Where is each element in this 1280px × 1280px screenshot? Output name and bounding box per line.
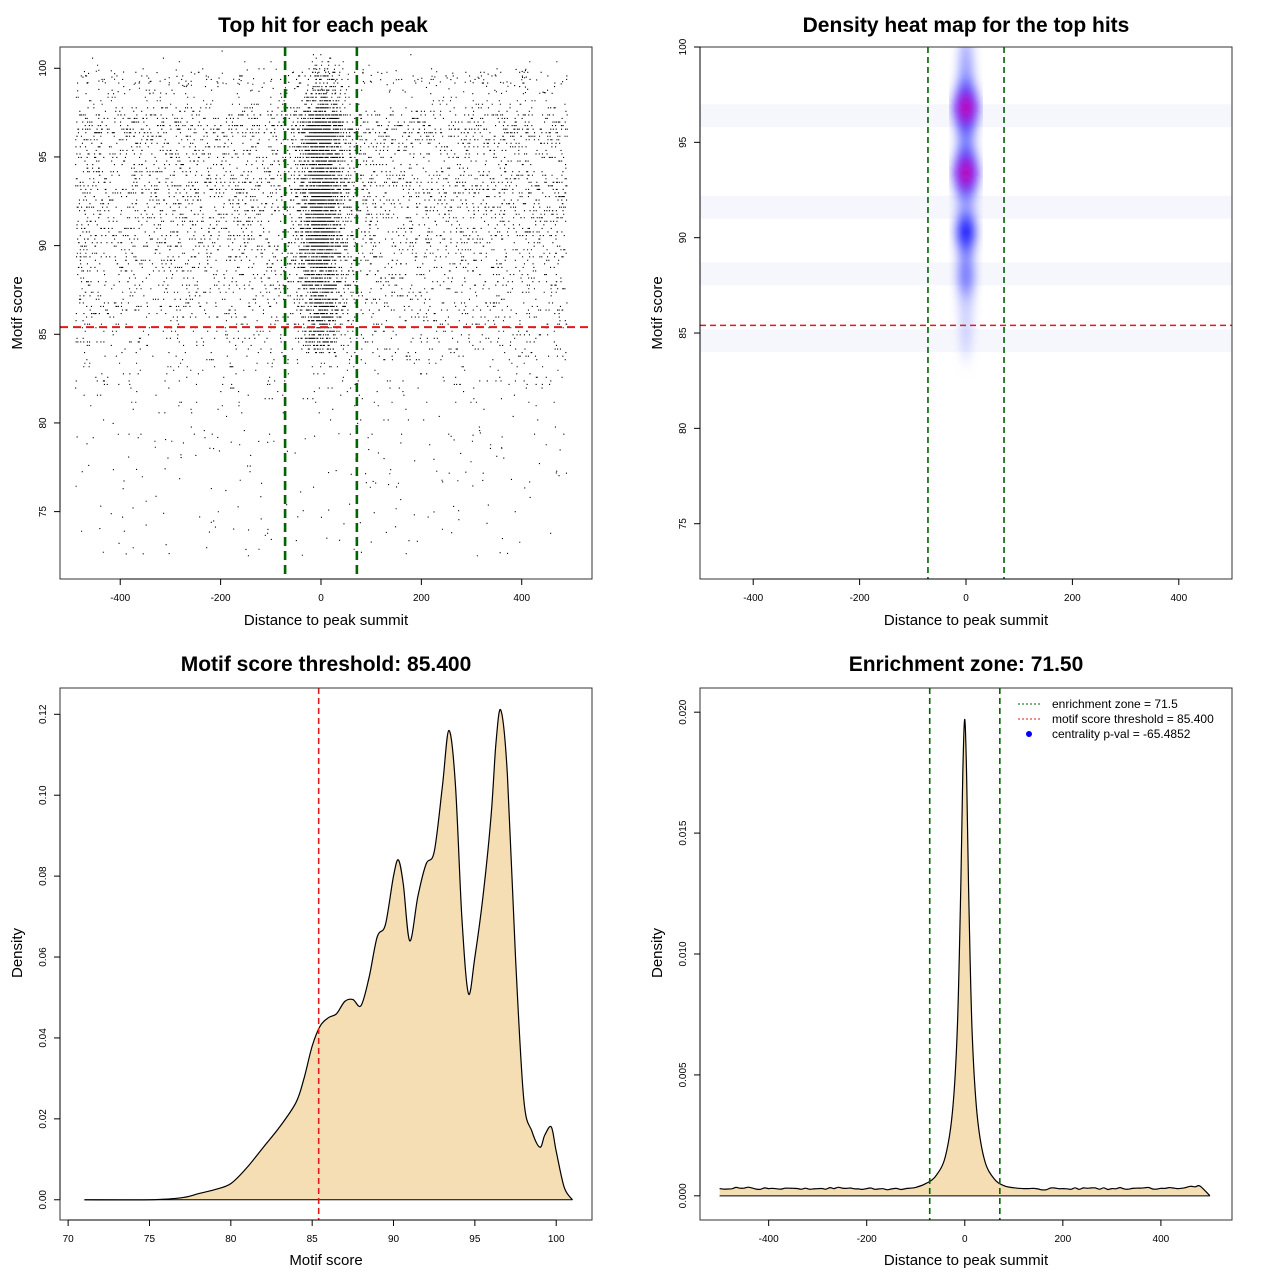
y-tick-label: 0.000 bbox=[678, 1183, 689, 1208]
axes: -400 -200 0 200 400 0.000 0.005 0.010 0.015 0.020 bbox=[678, 699, 1170, 1245]
chart-title: Motif score threshold: 85.400 bbox=[181, 653, 472, 676]
density-hotspot bbox=[958, 255, 974, 296]
axes: -400 -200 0 200 400 75 80 85 90 95 100 bbox=[678, 38, 1188, 604]
density-area bbox=[719, 719, 1210, 1196]
y-tick-label: 80 bbox=[678, 422, 689, 434]
density-plot bbox=[84, 688, 573, 1220]
x-tick-label: -400 bbox=[110, 593, 130, 604]
y-tick-label: 85 bbox=[678, 327, 689, 339]
x-axis-label: Distance to peak summit bbox=[244, 612, 409, 629]
x-tick-label: 0 bbox=[318, 593, 324, 604]
panel-density-heatmap: Density heat map for the top hits -400 -2… bbox=[649, 14, 1233, 629]
x-axis-label: Distance to peak summit bbox=[884, 1252, 1049, 1269]
scatter-point-set bbox=[75, 50, 568, 557]
y-tick-label: 0.04 bbox=[38, 1028, 49, 1048]
y-tick-label: 0.00 bbox=[38, 1190, 49, 1210]
y-tick-label: 95 bbox=[38, 151, 49, 163]
x-tick-label: 95 bbox=[469, 1234, 481, 1245]
x-tick-label: 400 bbox=[1153, 1234, 1170, 1245]
legend-entry: centrality p-val = -65.4852 bbox=[1052, 727, 1191, 741]
x-tick-label: 400 bbox=[513, 593, 530, 604]
scatter-points bbox=[75, 50, 568, 557]
density-peak bbox=[961, 98, 971, 119]
y-tick-label: 100 bbox=[678, 38, 689, 55]
y-tick-label: 0.02 bbox=[38, 1109, 49, 1129]
y-tick-label: 90 bbox=[678, 232, 689, 244]
y-axis-label: Density bbox=[9, 927, 26, 978]
x-tick-label: 85 bbox=[307, 1234, 319, 1245]
x-axis-label: Motif score bbox=[289, 1252, 362, 1269]
y-tick-label: 100 bbox=[38, 60, 49, 77]
y-tick-label: 0.12 bbox=[38, 704, 49, 724]
x-tick-label: 70 bbox=[63, 1234, 75, 1245]
density-curve bbox=[84, 708, 573, 1201]
y-axis: 0.000 0.005 0.010 0.015 0.020 bbox=[678, 699, 701, 1208]
density-peak bbox=[961, 162, 971, 183]
x-tick-label: 200 bbox=[1064, 593, 1081, 604]
chart-title: Top hit for each peak bbox=[218, 14, 428, 37]
y-tick-label: 80 bbox=[38, 417, 49, 429]
x-axis: 70 75 80 85 90 95 100 bbox=[63, 1219, 565, 1245]
legend-swatch-pval bbox=[1026, 731, 1032, 737]
y-axis-label: Motif score bbox=[9, 276, 26, 349]
y-tick-label: 95 bbox=[678, 136, 689, 148]
x-tick-label: 100 bbox=[548, 1234, 565, 1245]
density-hotspot bbox=[956, 209, 976, 254]
x-tick-label: -400 bbox=[759, 1234, 779, 1245]
reference-lines bbox=[700, 47, 1232, 579]
y-tick-label: 0.015 bbox=[678, 820, 689, 845]
y-tick-label: 85 bbox=[38, 328, 49, 340]
y-tick-label: 0.10 bbox=[38, 785, 49, 805]
x-tick-label: 0 bbox=[963, 593, 969, 604]
y-tick-label: 75 bbox=[38, 506, 49, 518]
axes: -400 -200 0 200 400 75 80 85 90 95 100 bbox=[38, 60, 531, 604]
y-tick-label: 75 bbox=[678, 518, 689, 530]
panel-distance-density: Enrichment zone: 71.50 -400 -200 0 200 400 0.… bbox=[649, 653, 1233, 1269]
y-axis-label: Density bbox=[649, 927, 666, 978]
legend: enrichment zone = 71.5 motif score thres… bbox=[1018, 697, 1214, 741]
x-axis: -400 -200 0 200 400 bbox=[110, 578, 531, 604]
legend-entry: enrichment zone = 71.5 bbox=[1052, 697, 1178, 711]
x-tick-label: -200 bbox=[850, 593, 870, 604]
x-tick-label: 0 bbox=[962, 1234, 968, 1245]
x-axis-label: Distance to peak summit bbox=[884, 612, 1049, 629]
density-area bbox=[84, 709, 573, 1200]
legend-entry: motif score threshold = 85.400 bbox=[1052, 712, 1214, 726]
y-tick-label: 0.06 bbox=[38, 947, 49, 967]
y-axis: 0.00 0.02 0.04 0.06 0.08 0.10 0.12 bbox=[38, 704, 61, 1210]
density-plot bbox=[719, 688, 1211, 1220]
chart-title: Density heat map for the top hits bbox=[803, 14, 1130, 37]
x-axis: -400 -200 0 200 400 bbox=[759, 1219, 1170, 1245]
heatmap-density bbox=[700, 47, 1232, 579]
y-axis: 75 80 85 90 95 100 bbox=[38, 60, 61, 518]
x-tick-label: 90 bbox=[388, 1234, 400, 1245]
x-tick-label: 75 bbox=[144, 1234, 156, 1245]
chart-title: Enrichment zone: 71.50 bbox=[849, 653, 1084, 676]
x-axis: -400 -200 0 200 400 bbox=[743, 578, 1188, 604]
y-tick-label: 90 bbox=[38, 240, 49, 252]
axes: 70 75 80 85 90 95 1000.000.020.040.060.080.100… bbox=[38, 704, 565, 1245]
y-tick-label: 0.020 bbox=[678, 699, 689, 724]
y-tick-label: 0.010 bbox=[678, 941, 689, 966]
y-tick-label: 0.08 bbox=[38, 866, 49, 886]
y-axis: 75 80 85 90 95 100 bbox=[678, 38, 701, 530]
panel-top-hits-scatter: Top hit for each peak -400 -200 0 200 400 75 8… bbox=[9, 14, 593, 629]
x-tick-label: 400 bbox=[1170, 593, 1187, 604]
panel-score-density: Motif score threshold: 85.400 70 75 80 85 90… bbox=[9, 653, 593, 1269]
x-tick-label: 80 bbox=[225, 1234, 237, 1245]
reference-lines bbox=[60, 47, 592, 579]
x-tick-label: -400 bbox=[743, 593, 763, 604]
y-tick-label: 0.005 bbox=[678, 1062, 689, 1087]
x-tick-label: -200 bbox=[857, 1234, 877, 1245]
density-curve bbox=[719, 718, 1211, 1197]
y-axis-label: Motif score bbox=[649, 276, 666, 349]
x-tick-label: 200 bbox=[413, 593, 430, 604]
x-tick-label: 200 bbox=[1054, 1234, 1071, 1245]
x-tick-label: -200 bbox=[211, 593, 231, 604]
